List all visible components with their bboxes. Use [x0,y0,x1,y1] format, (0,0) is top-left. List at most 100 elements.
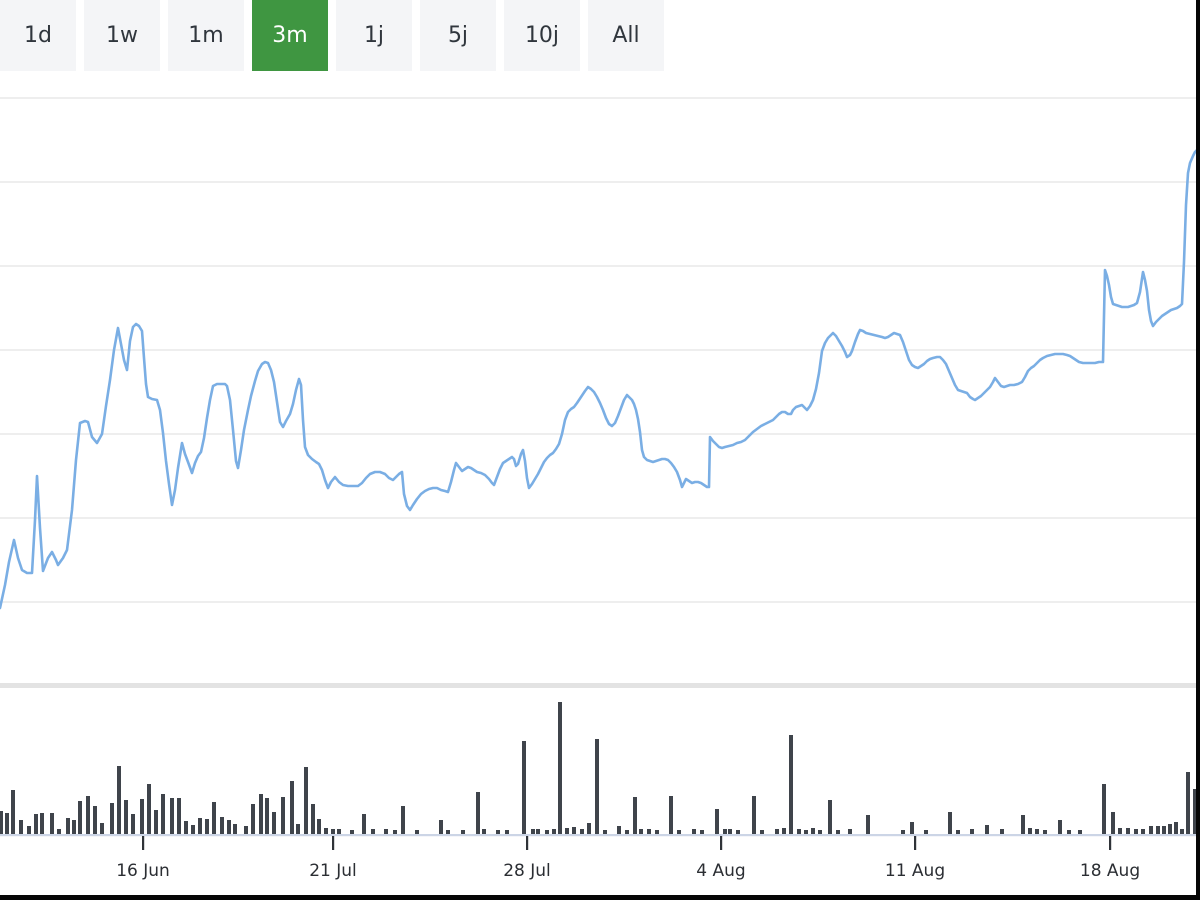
volume-bar [1067,830,1071,834]
volume-bar [565,828,569,834]
x-axis-baseline [0,834,1196,837]
x-axis-label: 4 Aug [696,861,745,881]
volume-bar [625,830,629,834]
volume-bar [19,820,23,834]
volume-bar [27,826,31,834]
volume-bar [198,818,202,834]
volume-bar [1118,828,1122,834]
range-button-1j[interactable]: 1j [336,0,412,71]
volume-bar [558,702,562,834]
volume-bar [633,797,637,834]
volume-bar [715,809,719,834]
volume-bar [496,830,500,834]
volume-bar [1043,830,1047,834]
volume-bar [233,824,237,834]
volume-bar [0,811,3,834]
volume-bar [505,830,509,834]
volume-bar [461,830,465,834]
volume-bar [1111,812,1115,834]
volume-bar [161,794,165,834]
range-button-3m[interactable]: 3m [252,0,328,71]
volume-bar [811,828,815,834]
range-button-10j[interactable]: 10j [504,0,580,71]
volume-bar [1134,829,1138,834]
range-button-5j[interactable]: 5j [420,0,496,71]
volume-bar [110,803,114,834]
x-axis-label: 16 Jun [116,861,170,881]
range-button-all[interactable]: All [588,0,664,71]
x-axis-tick [914,836,917,850]
volume-bar [304,767,308,834]
volume-bar [789,735,793,834]
volume-bar [78,801,82,834]
range-button-1d[interactable]: 1d [0,0,76,71]
volume-bar [552,829,556,834]
volume-bar [728,829,732,834]
volume-bar [595,739,599,834]
volume-bar [72,820,76,834]
x-axis-label: 18 Aug [1080,861,1140,881]
volume-bar [331,829,335,834]
x-axis-tick [1109,836,1112,850]
volume-bar [1028,828,1032,834]
volume-bar [848,829,852,834]
volume-bar [272,812,276,834]
volume-bar [350,830,354,834]
volume-bar [384,829,388,834]
x-axis-tick [526,836,529,850]
volume-bar [985,825,989,834]
volume-bar [205,819,209,834]
volume-bar [948,812,952,834]
volume-bar [692,829,696,834]
volume-bar [259,794,263,834]
x-axis-tick [332,836,335,850]
volume-bar [1156,826,1160,834]
volume-bar [317,819,321,834]
range-button-1w[interactable]: 1w [84,0,160,71]
volume-bar [723,829,727,834]
volume-bar [572,827,576,834]
x-axis-tick [142,836,145,850]
volume-bar [617,826,621,834]
volume-bar [639,829,643,834]
volume-bar [1174,822,1178,834]
x-axis-label: 21 Jul [309,861,357,881]
volume-bar [910,822,914,834]
volume-bar [760,830,764,834]
volume-bar [227,820,231,834]
x-axis-tick [720,836,723,850]
volume-bar [184,821,188,834]
time-range-toolbar: 1d 1w 1m 3m 1j 5j 10j All [0,0,664,71]
volume-bar [482,829,486,834]
volume-bar [836,830,840,834]
volume-bar [1193,789,1197,834]
x-axis-label: 28 Jul [503,861,551,881]
volume-bar [752,796,756,834]
volume-bar [901,830,905,834]
volume-bar [117,766,121,834]
volume-bar [866,815,870,834]
volume-bar [1168,824,1172,834]
volume-bar [1149,826,1153,834]
volume-bar [1078,830,1082,834]
volume-bar [100,823,104,834]
volume-bar [1102,784,1106,834]
volume-bar [587,823,591,834]
volume-bar [677,830,681,834]
volume-bar [212,802,216,834]
volume-bar [580,829,584,834]
volume-bar [11,790,15,834]
volume-bar [265,798,269,834]
volume-bar [147,784,151,834]
volume-bar [736,830,740,834]
volume-bar [154,810,158,834]
volume-bar [1035,829,1039,834]
volume-bar [371,829,375,834]
volume-bar [124,800,128,834]
volume-bar [924,830,928,834]
range-button-1m[interactable]: 1m [168,0,244,71]
volume-bar [86,796,90,834]
volume-bar [66,818,70,834]
volume-bar [775,829,779,834]
